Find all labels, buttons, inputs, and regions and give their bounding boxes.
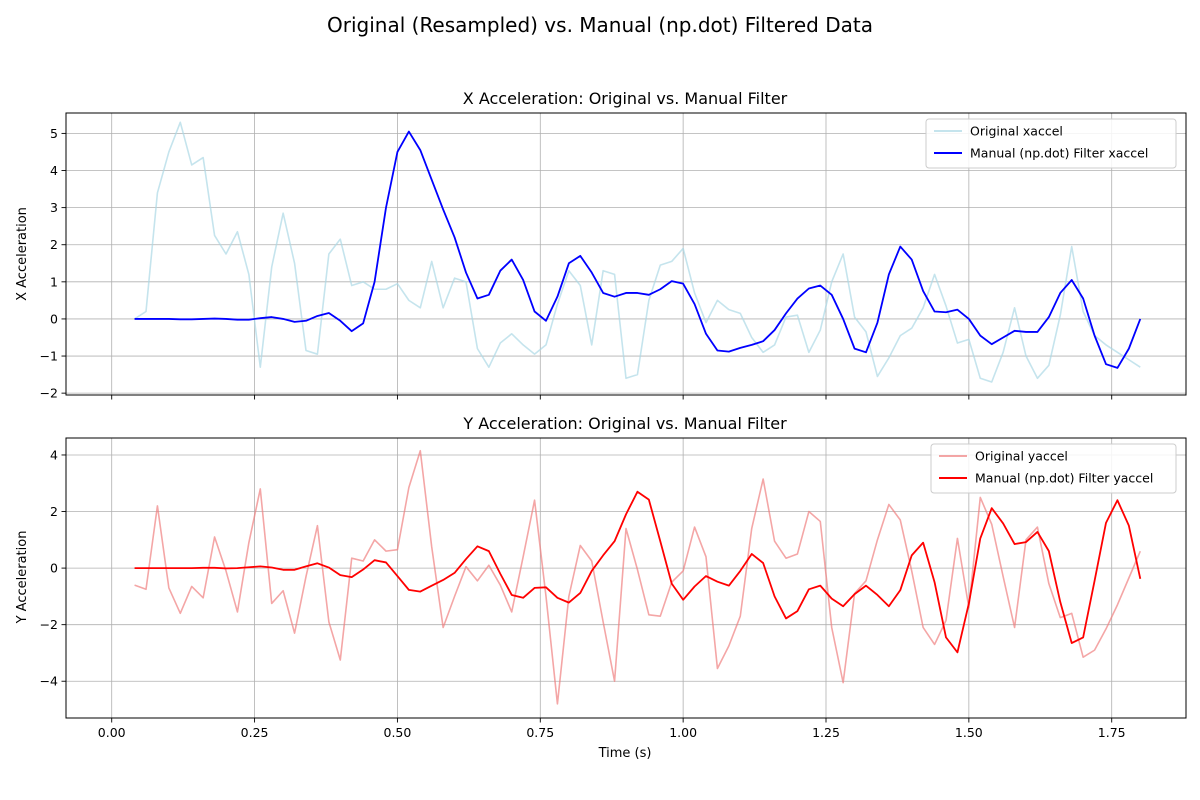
x-acceleration-ytick-label: 1 (50, 274, 58, 289)
time-xlabel: Time (s) (598, 746, 652, 761)
y-acceleration-xtick-label: 0.50 (384, 725, 412, 740)
x-acceleration-ytick-label: −2 (40, 386, 58, 401)
x-acceleration-ytick-label: 0 (50, 311, 58, 326)
y-acceleration-ylabel: Y Acceleration (15, 531, 30, 625)
y-acceleration-series-line-filtered (134, 490, 1142, 654)
y-acceleration-ytick-label: 0 (50, 561, 58, 576)
x-acceleration-ytick-label: 2 (50, 237, 58, 252)
x-acceleration-ylabel: X Acceleration (15, 207, 30, 301)
x-acceleration-frame (65, 112, 1187, 396)
y-acceleration-xtick-label: 1.75 (1098, 725, 1126, 740)
x-acceleration-ytick-label: −1 (40, 349, 58, 364)
y-acceleration-xtick-label: 1.50 (955, 725, 983, 740)
y-acceleration-series-line-original (134, 449, 1142, 705)
y-acceleration-ytick-label: 2 (50, 504, 58, 519)
y-acceleration-legend-box (930, 443, 1177, 494)
y-acceleration-legend-label: Manual (np.dot) Filter yaccel (975, 471, 1153, 486)
x-acceleration-legend-box (925, 118, 1177, 169)
x-acceleration-legend-label: Manual (np.dot) Filter xaccel (970, 146, 1148, 161)
y-acceleration-legend-label: Original yaccel (975, 449, 1068, 464)
y-acceleration-xtick-label: 0.75 (526, 725, 554, 740)
y-acceleration-xtick-label: 0.00 (98, 725, 126, 740)
y-acceleration-xtick-label: 1.25 (812, 725, 840, 740)
figure-suptitle: Original (Resampled) vs. Manual (np.dot)… (327, 13, 873, 37)
y-acceleration-ytick-label: −2 (40, 617, 58, 632)
y-acceleration-legend: Original yaccel Manual (np.dot) Filter ya… (930, 443, 1177, 494)
y-acceleration-axes-title: Y Acceleration: Original vs. Manual Filt… (462, 414, 787, 433)
y-acceleration-frame (65, 437, 1187, 719)
x-acceleration-legend: Original xaccel Manual (np.dot) Filter xa… (925, 118, 1177, 169)
x-acceleration-ytick-label: 3 (50, 200, 58, 215)
y-acceleration-xtick-label: 0.25 (241, 725, 269, 740)
x-acceleration-series-line-filtered (134, 130, 1142, 369)
x-acceleration-ytick-label: 5 (50, 126, 58, 141)
x-acceleration-legend-label: Original xaccel (970, 124, 1063, 139)
y-acceleration-ytick-label: −4 (40, 674, 58, 689)
y-acceleration-ytick-label: 4 (50, 447, 58, 462)
y-acceleration-xtick-label: 1.00 (669, 725, 697, 740)
y-acceleration-axes: Y Acceleration: Original vs. Manual Filt… (15, 414, 1187, 761)
x-acceleration-ytick-label: 4 (50, 163, 58, 178)
x-acceleration-axes: X Acceleration: Original vs. Manual Filt… (15, 89, 1187, 401)
x-acceleration-axes-title: X Acceleration: Original vs. Manual Filt… (463, 89, 788, 108)
